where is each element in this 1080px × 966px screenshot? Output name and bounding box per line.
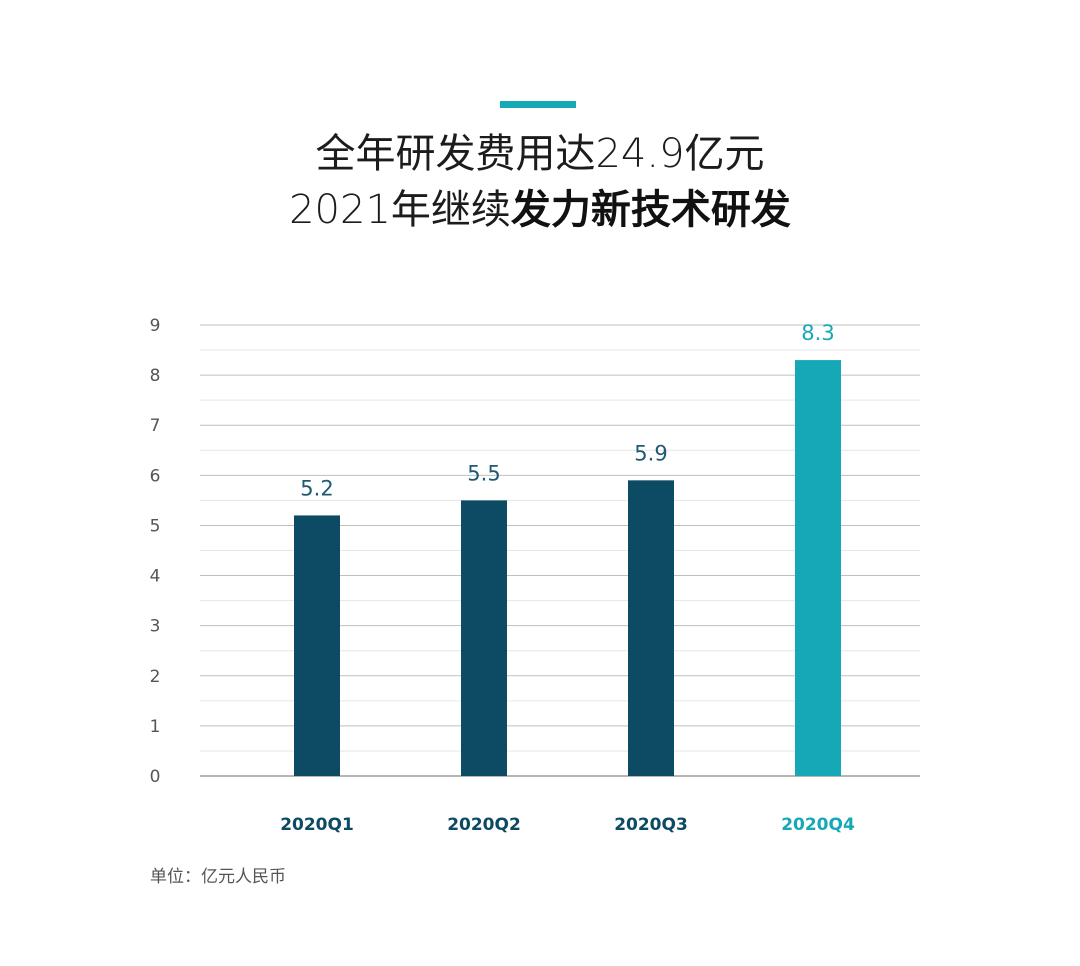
y-tick-label: 6 — [150, 466, 161, 486]
y-tick-label: 2 — [150, 667, 161, 687]
bar-value-labels: 5.2 5.5 5.9 8.3 — [300, 321, 834, 500]
x-tick-label: 2020Q4 — [781, 815, 855, 835]
y-tick-label: 8 — [150, 366, 161, 386]
bar-2020Q4 — [795, 360, 841, 776]
y-tick-label: 1 — [150, 717, 161, 737]
bar-2020Q2 — [461, 500, 507, 776]
y-axis-tick-labels: 0 1 2 3 4 5 6 7 8 9 — [150, 316, 161, 787]
bar-2020Q3 — [628, 480, 674, 776]
y-tick-label: 4 — [150, 567, 161, 587]
title-line-2-regular: 2021年继续 — [289, 187, 511, 233]
value-label: 5.5 — [467, 461, 500, 485]
y-tick-label: 3 — [150, 617, 161, 637]
y-tick-label: 9 — [150, 316, 161, 336]
value-label: 5.9 — [634, 441, 667, 465]
y-tick-label: 0 — [150, 767, 161, 787]
value-label: 8.3 — [801, 321, 834, 345]
y-tick-label: 7 — [150, 416, 161, 436]
unit-note: 单位：亿元人民币 — [150, 867, 286, 887]
bar-2020Q1 — [294, 515, 340, 776]
x-axis-tick-labels: 2020Q1 2020Q2 2020Q3 2020Q4 — [280, 815, 855, 835]
title-accent-bar — [500, 101, 576, 108]
title-line-2-bold: 发力新技术研发 — [510, 187, 791, 233]
chart-title-line-2: 2021年继续发力新技术研发 — [0, 182, 1080, 238]
x-tick-label: 2020Q2 — [447, 815, 521, 835]
y-tick-label: 5 — [150, 516, 161, 536]
bars — [294, 360, 841, 776]
chart-title-line-1: 全年研发费用达24.9亿元 — [0, 126, 1080, 182]
value-label: 5.2 — [300, 476, 333, 500]
x-tick-label: 2020Q3 — [614, 815, 688, 835]
title-line-1-text: 全年研发费用达24.9亿元 — [315, 131, 765, 177]
x-tick-label: 2020Q1 — [280, 815, 354, 835]
